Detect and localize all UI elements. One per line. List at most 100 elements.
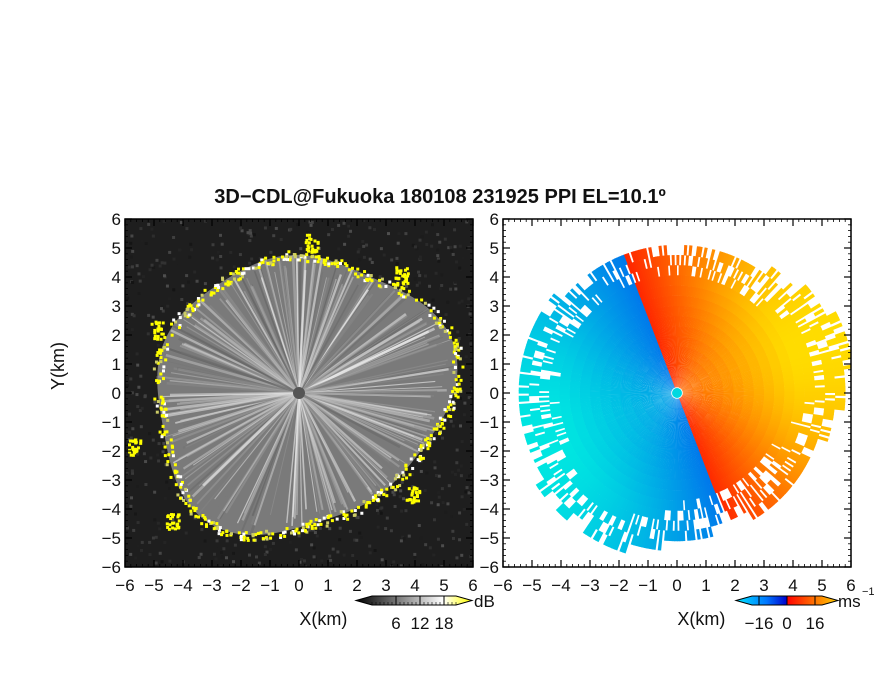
velocity-cell	[722, 297, 730, 308]
velocity-cell	[574, 478, 584, 488]
velocity-cell	[733, 384, 744, 388]
velocity-cell	[653, 400, 663, 406]
velocity-cell	[533, 455, 545, 463]
velocity-cell	[663, 384, 673, 390]
velocity-cell	[591, 371, 603, 376]
velocity-cell	[684, 358, 689, 369]
boundary-speckle	[419, 457, 423, 461]
velocity-cell	[670, 377, 675, 388]
velocity-cell	[726, 300, 734, 311]
velocity-cell	[621, 299, 629, 310]
velocity-cell	[665, 369, 671, 379]
velocity-cell	[653, 381, 663, 387]
velocity-cell	[665, 285, 669, 297]
velocity-cell	[753, 310, 764, 320]
velocity-cell	[710, 354, 720, 362]
velocity-cell	[678, 377, 681, 388]
velocity-cell	[656, 403, 665, 410]
velocity-cell	[685, 337, 689, 348]
echo-clump	[412, 498, 416, 502]
noise-pixel	[424, 445, 428, 449]
velocity-cell	[570, 341, 581, 348]
velocity-cell	[743, 349, 754, 356]
noise-pixel	[238, 253, 242, 257]
velocity-cell	[657, 403, 666, 412]
noise-pixel	[178, 564, 182, 567]
velocity-cell	[734, 353, 744, 360]
velocity-cell	[663, 396, 673, 403]
velocity-cell	[700, 288, 705, 300]
reflectivity-ray	[160, 391, 300, 412]
velocity-cell	[659, 286, 664, 298]
velocity-cell	[797, 284, 808, 294]
boundary-speckle	[398, 483, 402, 487]
boundary-speckle	[436, 424, 440, 428]
velocity-cell	[710, 375, 721, 380]
velocity-cell	[610, 399, 621, 403]
velocity-cell	[719, 296, 726, 307]
velocity-cell	[657, 374, 666, 382]
velocity-cell	[555, 305, 566, 315]
boundary-speckle	[171, 450, 175, 454]
velocity-cell	[741, 372, 752, 377]
velocity-cell	[699, 320, 705, 331]
velocity-cell	[796, 299, 807, 309]
velocity-cell	[701, 321, 708, 332]
velocity-cell	[542, 488, 553, 498]
velocity-cell	[781, 366, 793, 371]
boundary-speckle	[299, 254, 303, 258]
velocity-cell	[603, 367, 614, 373]
velocity-cell	[622, 276, 630, 287]
velocity-cell	[575, 446, 586, 454]
velocity-cell	[615, 316, 624, 326]
noise-pixel	[438, 240, 442, 244]
velocity-cell	[617, 435, 627, 443]
velocity-cell	[635, 371, 645, 377]
velocity-cell	[688, 374, 696, 382]
velocity-cell	[571, 370, 582, 375]
velocity-cell	[744, 331, 754, 340]
velocity-cell	[642, 400, 653, 405]
velocity-cell	[743, 387, 754, 390]
noise-pixel	[338, 526, 342, 530]
velocity-cell	[673, 336, 676, 347]
velocity-cell	[695, 352, 701, 362]
velocity-cell	[655, 402, 665, 409]
velocity-cell	[551, 366, 563, 372]
velocity-cell	[631, 434, 640, 443]
reflectivity-ray	[193, 324, 300, 395]
velocity-cell	[720, 372, 731, 378]
boundary-speckle	[449, 394, 453, 398]
boundary-speckle	[260, 258, 264, 262]
noise-pixel	[320, 524, 324, 528]
velocity-cell	[526, 438, 538, 446]
velocity-cell	[821, 356, 832, 363]
velocity-cell	[572, 414, 583, 420]
velocity-cell	[679, 378, 686, 388]
velocity-cell	[610, 391, 621, 394]
boundary-speckle	[305, 525, 309, 529]
velocity-cell	[608, 355, 619, 362]
echo-clump	[397, 269, 401, 273]
velocity-cell	[580, 402, 591, 406]
boundary-speckle	[330, 262, 334, 266]
velocity-cell	[583, 337, 594, 345]
velocity-cell	[627, 307, 635, 318]
velocity-cell	[750, 367, 761, 372]
noise-pixel	[315, 534, 319, 538]
velocity-cell	[633, 422, 643, 431]
velocity-cell	[698, 331, 705, 342]
noise-pixel	[342, 553, 346, 557]
velocity-cell	[677, 376, 678, 388]
velocity-cell	[630, 388, 641, 390]
velocity-cell	[727, 313, 736, 324]
velocity-cell	[630, 330, 638, 340]
velocity-cell	[598, 353, 609, 360]
velocity-cell	[660, 372, 667, 381]
velocity-cell	[711, 379, 722, 383]
velocity-cell	[758, 359, 770, 365]
velocity-cell	[646, 407, 656, 414]
velocity-cell	[663, 369, 670, 380]
velocity-cell	[682, 389, 693, 392]
velocity-cell	[775, 289, 786, 300]
